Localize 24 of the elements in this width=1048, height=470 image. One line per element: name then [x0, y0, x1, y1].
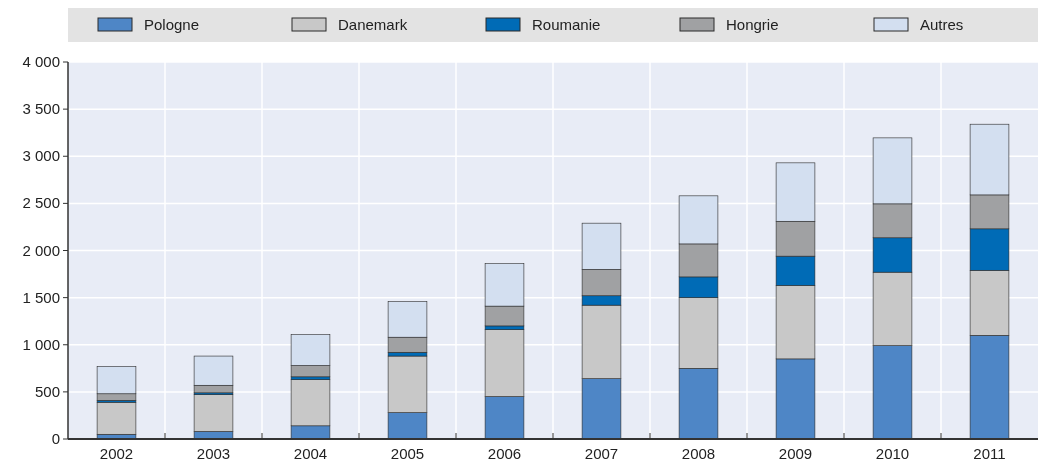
legend-label: Hongrie	[726, 16, 779, 33]
y-tick-label: 4 000	[22, 53, 60, 70]
x-tick-label: 2007	[584, 445, 619, 462]
x-tick-label: 2005	[390, 445, 425, 462]
y-tick-label: 500	[34, 382, 60, 400]
x-tick-label: 2002	[99, 445, 134, 462]
x-tick-label: 2006	[487, 445, 522, 462]
legend-label: Roumanie	[532, 16, 601, 33]
x-tick-label: 2008	[681, 445, 716, 462]
x-tick-label: 2010	[875, 445, 910, 462]
x-tick-label: 2003	[196, 445, 231, 462]
legend-label: Danemark	[338, 16, 408, 33]
y-tick-label: 1 500	[22, 288, 60, 306]
y-tick-label: 1 000	[22, 335, 60, 353]
y-tick-label: 3 500	[22, 100, 60, 118]
x-tick-label: 2004	[293, 445, 328, 462]
y-tick-label: 2 000	[22, 241, 60, 259]
legend-label: Autres	[920, 16, 964, 33]
x-tick-label: 2011	[973, 445, 1006, 462]
y-tick-label: 2 500	[22, 194, 60, 212]
legend-label: Pologne	[144, 16, 200, 33]
y-tick-label: 0	[51, 430, 60, 447]
y-tick-label: 3 000	[22, 147, 60, 165]
x-tick-label: 2009	[778, 445, 813, 462]
